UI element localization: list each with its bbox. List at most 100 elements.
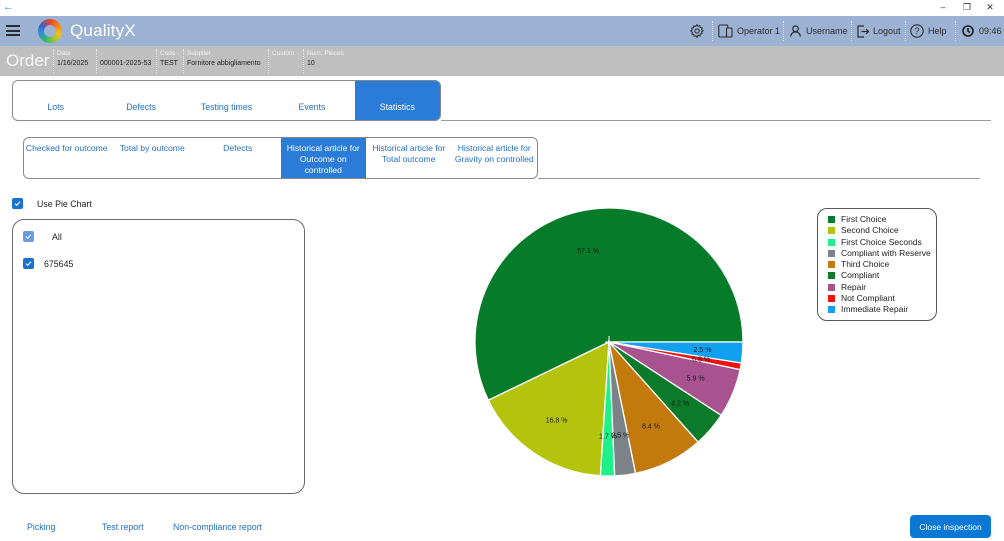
field-value: 1/16/2025 (57, 60, 89, 67)
logout-button[interactable]: Logout (857, 16, 901, 46)
subtab-historical-gravity-controlled[interactable]: Historical article for Gravity on contro… (454, 143, 534, 164)
article-filter-list (12, 219, 305, 494)
pie-value-label: 1.7 % (599, 433, 617, 440)
settings-button[interactable] (689, 16, 705, 46)
test-report-link[interactable]: Test report (102, 522, 144, 532)
legend-item-third-choice[interactable]: Third Choice (818, 259, 936, 270)
field-order-number: 000001-2025-53 (96, 49, 151, 73)
use-pie-chart-checkbox[interactable] (12, 198, 23, 209)
pie-value-label: 0.8 % (692, 357, 710, 364)
legend-label: Immediate Repair (841, 304, 909, 315)
field-label: Date (57, 50, 71, 57)
field-date: Date 1/16/2025 (53, 49, 88, 73)
legend-item-not-compliant[interactable]: Not Compliant (818, 293, 936, 304)
operator-label: Operator 1 (737, 26, 781, 36)
legend-swatch (828, 238, 835, 246)
legend-swatch (828, 227, 835, 235)
legend-item-first-choice[interactable]: First Choice (818, 214, 936, 225)
legend-label: Compliant (841, 270, 880, 281)
pie-slice-immediate-repair[interactable] (608, 341, 744, 364)
legend-swatch (828, 216, 835, 224)
use-pie-chart-label: Use Pie Chart (37, 199, 92, 209)
legend-swatch (828, 283, 835, 291)
gear-icon (689, 23, 705, 39)
field-label: Custom (272, 50, 295, 57)
pie-value-label: 2.5 % (694, 347, 712, 354)
select-all-checkbox[interactable] (23, 231, 34, 242)
pie-value-label: 8.4 % (642, 423, 660, 430)
subtab-checked-for-outcome[interactable]: Checked for outcome (25, 143, 108, 153)
back-arrow-icon[interactable]: ← (3, 1, 14, 13)
tab-lots[interactable]: Lots (47, 102, 65, 112)
user-icon (790, 25, 801, 37)
subtab-historical-outcome-controlled[interactable]: Historical article for Outcome on contro… (280, 138, 366, 178)
pie-value-label: 57.1 % (577, 248, 599, 255)
legend-swatch (828, 261, 835, 269)
help-label: Help (928, 26, 947, 36)
outcome-pie-chart: 57.1 % 16.8 % 1.7 % 2.5 % 8.4 % 4.2 % 5.9 % 0.8… (470, 200, 760, 490)
legend-swatch (828, 249, 835, 257)
restore-button[interactable]: ❐ (962, 2, 972, 12)
pie-value-label: 5.9 % (687, 375, 705, 382)
user-button[interactable]: Username (790, 16, 848, 46)
statistics-subtabs: Checked for outcome Total by outcome Def… (23, 137, 538, 179)
order-info-bar: Order Date 1/16/2025 000001-2025-53 Code… (0, 46, 1004, 76)
pie-value-label: 2.5 % (611, 433, 629, 440)
legend-item-compliant-with-reserve[interactable]: Compliant with Reserve (818, 248, 936, 259)
field-value: Fornitore abbigliamento (187, 60, 261, 67)
tab-divider (441, 120, 991, 121)
help-icon: ? (910, 24, 924, 38)
order-title: Order (6, 51, 50, 70)
pie-value-label: 4.2 % (671, 401, 689, 408)
help-button[interactable]: ? Help (910, 16, 947, 46)
field-custom: Custom (268, 49, 294, 73)
non-compliance-report-link[interactable]: Non-compliance report (173, 522, 262, 532)
field-label (100, 49, 151, 58)
tab-testing-times[interactable]: Testing times (200, 102, 253, 112)
menu-icon[interactable] (6, 25, 20, 36)
checkmark-icon (25, 261, 32, 267)
tab-defects[interactable]: Defects (126, 102, 157, 112)
time-label: 09:46 (979, 26, 1002, 36)
operator-button[interactable]: Operator 1 (718, 16, 780, 46)
subtab-divider (538, 178, 980, 179)
field-label: Supplier (187, 50, 211, 57)
header-separator (955, 21, 956, 41)
header-separator (783, 21, 784, 41)
field-supplier: Supplier Fornitore abbigliamento (183, 49, 261, 73)
article-checkbox[interactable] (23, 258, 34, 269)
legend-item-compliant[interactable]: Compliant (818, 270, 936, 281)
legend-item-immediate-repair[interactable]: Immediate Repair (818, 304, 936, 315)
legend-label: Repair (841, 281, 867, 292)
pie-slice-first-choice[interactable] (474, 207, 744, 402)
legend-item-second-choice[interactable]: Second Choice (818, 225, 936, 236)
legend-item-repair[interactable]: Repair (818, 282, 936, 293)
legend-label: First Choice (841, 214, 887, 225)
header-separator (712, 21, 713, 41)
close-window-button[interactable]: ✕ (986, 2, 994, 12)
field-label: Num. Pieces (307, 50, 344, 57)
subtab-defects[interactable]: Defects (223, 143, 253, 153)
pie-slice-second-choice[interactable] (487, 340, 610, 477)
minimize-button[interactable]: – (940, 2, 946, 12)
legend-label: First Choice Seconds (841, 236, 922, 247)
subtab-historical-total-outcome[interactable]: Historical article for Total outcome (372, 143, 446, 164)
tab-events[interactable]: Events (298, 102, 326, 112)
field-label: Code (160, 50, 176, 57)
legend-item-first-choice-seconds[interactable]: First Choice Seconds (818, 237, 936, 248)
pie-center-marker (605, 336, 613, 345)
qualityx-logo (38, 19, 62, 43)
legend-swatch (828, 294, 835, 302)
subtab-total-by-outcome[interactable]: Total by outcome (119, 143, 185, 153)
close-inspection-button[interactable]: Close inspection (910, 515, 991, 538)
field-value: TEST (160, 60, 178, 67)
main-tabs: Lots Defects Testing times Events Statis… (12, 80, 441, 121)
field-num-pieces: Num. Pieces 10 (303, 49, 344, 73)
tab-statistics[interactable]: Statistics (354, 81, 440, 120)
logout-icon (857, 24, 869, 38)
clock-icon (962, 25, 974, 37)
pie-value-label: 16.8 % (546, 417, 568, 424)
logout-label: Logout (873, 26, 901, 36)
checkmark-icon (14, 201, 21, 207)
picking-link[interactable]: Picking (27, 522, 56, 532)
